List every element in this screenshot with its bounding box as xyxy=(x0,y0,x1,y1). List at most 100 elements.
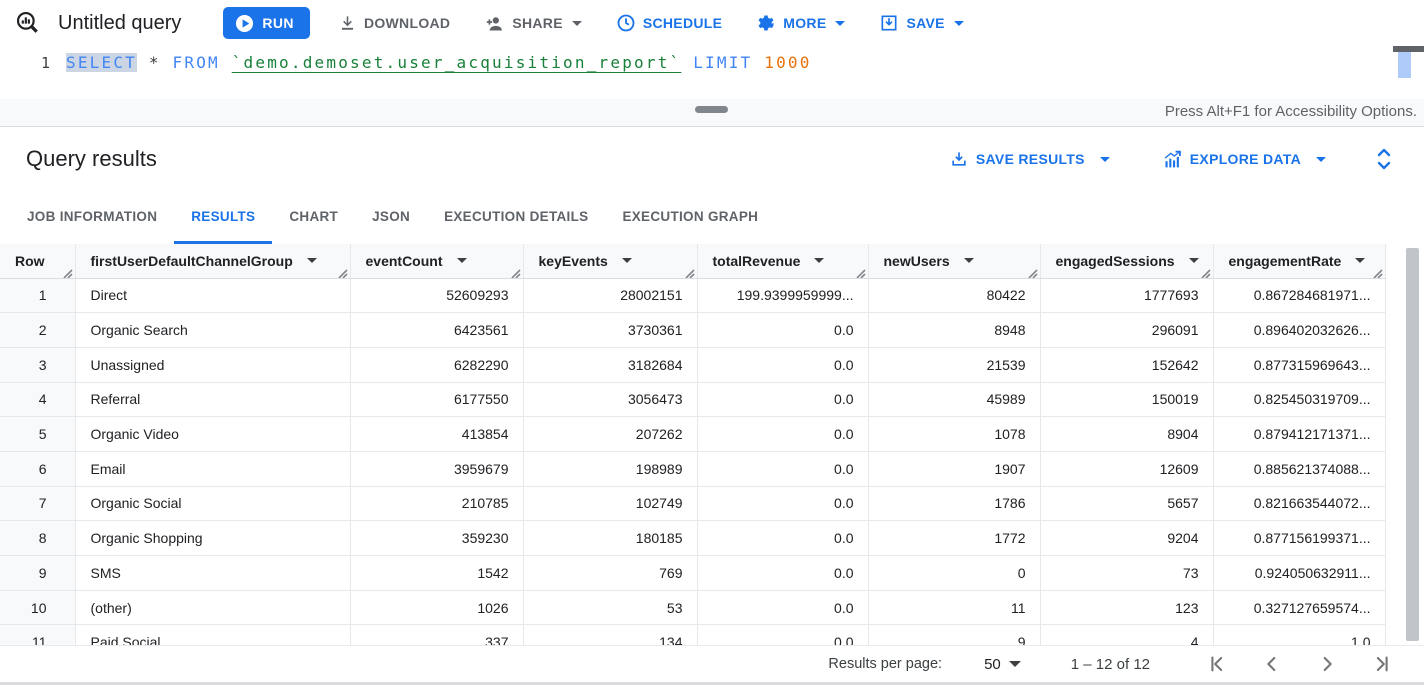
column-header-totalrevenue[interactable]: totalRevenue xyxy=(696,244,869,279)
column-resize-handle-icon[interactable] xyxy=(1200,266,1211,277)
last-page-button[interactable] xyxy=(1368,650,1396,678)
explore-data-dropdown-caret-icon xyxy=(1316,156,1326,162)
save-results-button[interactable]: SAVE RESULTS xyxy=(949,149,1110,169)
table-row: 8 Organic Shopping 359230 180185 0.0 1772 9204… xyxy=(0,520,1386,556)
next-page-button[interactable] xyxy=(1313,650,1341,678)
tab-json[interactable]: JSON xyxy=(372,208,411,224)
column-menu-caret-icon[interactable] xyxy=(306,258,317,264)
gear-icon xyxy=(756,13,776,33)
table-body: 1 Direct 52609293 28002151 199.9399959999...… xyxy=(0,278,1386,645)
table-reference-link[interactable]: `demo.demoset.user_acquisition_report` xyxy=(231,53,682,72)
table-cell: 1026 xyxy=(349,590,524,626)
column-header-eventcount[interactable]: eventCount xyxy=(349,244,524,279)
table-cell: 210785 xyxy=(349,486,524,522)
column-menu-caret-icon[interactable] xyxy=(456,258,467,264)
table-cell: 0.0 xyxy=(696,555,869,591)
table-cell: 73 xyxy=(1039,555,1214,591)
editor-scrollbar-selection-mark xyxy=(1398,52,1411,78)
column-menu-caret-icon[interactable] xyxy=(1355,258,1366,264)
column-resize-handle-icon[interactable] xyxy=(1027,266,1038,277)
table-vertical-scrollbar[interactable] xyxy=(1406,248,1419,641)
row-number-cell: 2 xyxy=(0,312,76,348)
column-resize-handle-icon[interactable] xyxy=(855,266,866,277)
table-cell: (other) xyxy=(74,590,351,626)
table-cell: 134 xyxy=(522,624,698,645)
tab-results[interactable]: RESULTS xyxy=(174,191,273,244)
download-button[interactable]: DOWNLOAD xyxy=(338,14,450,33)
tab-chart[interactable]: CHART xyxy=(289,208,339,224)
explore-data-button[interactable]: EXPLORE DATA xyxy=(1162,149,1326,170)
table-cell: Paid Social xyxy=(74,624,351,645)
table-cell: 1078 xyxy=(867,416,1041,452)
share-button[interactable]: SHARE xyxy=(484,13,582,34)
save-button[interactable]: SAVE xyxy=(879,13,964,33)
explore-data-chart-icon xyxy=(1162,149,1183,170)
table-cell: 359230 xyxy=(349,520,524,556)
sql-space xyxy=(137,53,149,72)
table-cell: 150019 xyxy=(1039,382,1214,418)
column-header-keyevents[interactable]: keyEvents xyxy=(522,244,698,279)
column-header-firstuserdefaultchannelgroup[interactable]: firstUserDefaultChannelGroup xyxy=(74,244,351,279)
column-resize-handle-icon[interactable] xyxy=(62,266,73,277)
column-header-engagementrate[interactable]: engagementRate xyxy=(1212,244,1386,279)
column-resize-handle-icon[interactable] xyxy=(684,266,695,277)
column-menu-caret-icon[interactable] xyxy=(621,258,632,264)
tab-execution-graph[interactable]: EXECUTION GRAPH xyxy=(622,208,759,224)
table-cell: 0.924050632911... xyxy=(1212,555,1386,591)
table-cell: 3959679 xyxy=(349,451,524,487)
results-table-container: Row firstUserDefaultChannelGroup eventCoun… xyxy=(0,244,1424,645)
table-cell: 4 xyxy=(1039,624,1214,645)
column-header-label: engagedSessions xyxy=(1055,252,1175,269)
table-cell: Organic Search xyxy=(74,312,351,348)
sql-editor[interactable]: 1 SELECT * FROM `demo.demoset.user_acqui… xyxy=(0,46,1424,99)
table-row: 3 Unassigned 6282290 3182684 0.0 21539 152642 0… xyxy=(0,347,1386,383)
unfold-chevrons-icon xyxy=(1374,147,1394,171)
table-cell: Unassigned xyxy=(74,347,351,383)
expand-collapse-panel-button[interactable] xyxy=(1374,147,1394,171)
table-cell: 52609293 xyxy=(349,278,524,314)
download-icon xyxy=(338,14,357,33)
column-menu-caret-icon[interactable] xyxy=(814,258,825,264)
run-button[interactable]: RUN xyxy=(223,7,310,39)
table-row: 6 Email 3959679 198989 0.0 1907 12609 0.8856213… xyxy=(0,451,1386,487)
column-header-label: newUsers xyxy=(883,252,950,269)
schedule-button[interactable]: SCHEDULE xyxy=(616,13,722,33)
column-header-row[interactable]: Row xyxy=(0,244,76,279)
table-cell: 6282290 xyxy=(349,347,524,383)
pagination-bar: Results per page: 50 1 – 12 of 12 xyxy=(0,645,1424,685)
previous-page-button[interactable] xyxy=(1258,650,1286,678)
table-cell: 0.825450319709... xyxy=(1212,382,1386,418)
results-per-page-label: Results per page: xyxy=(828,656,943,672)
query-editor-toolbar: Untitled query RUN DOWNLOAD xyxy=(0,0,1424,46)
first-page-button[interactable] xyxy=(1203,650,1231,678)
person-add-icon xyxy=(484,13,505,34)
column-resize-handle-icon[interactable] xyxy=(1372,266,1383,277)
column-header-engagedsessions[interactable]: engagedSessions xyxy=(1039,244,1214,279)
table-cell: 3056473 xyxy=(522,382,698,418)
column-menu-caret-icon[interactable] xyxy=(1188,258,1199,264)
table-cell: 0.885621374088... xyxy=(1212,451,1386,487)
column-resize-handle-icon[interactable] xyxy=(337,266,348,277)
table-row: 10 (other) 1026 53 0.0 11 123 0.327127659574... xyxy=(0,590,1386,626)
table-row: 1 Direct 52609293 28002151 199.9399959999...… xyxy=(0,278,1386,314)
page-size-select[interactable]: 50 xyxy=(984,656,1021,673)
tab-job-information[interactable]: JOB INFORMATION xyxy=(27,208,158,224)
save-results-label: SAVE RESULTS xyxy=(975,151,1085,167)
table-row: 4 Referral 6177550 3056473 0.0 45989 150019 0.8… xyxy=(0,382,1386,418)
table-cell: 0 xyxy=(867,555,1041,591)
table-cell: 80422 xyxy=(867,278,1041,314)
column-menu-caret-icon[interactable] xyxy=(963,258,974,264)
more-button[interactable]: MORE xyxy=(756,13,846,33)
table-row: 5 Organic Video 413854 207262 0.0 1078 8904 0.8… xyxy=(0,416,1386,452)
panel-resize-handle[interactable] xyxy=(695,106,728,113)
table-cell: 0.0 xyxy=(696,486,869,522)
column-header-newusers[interactable]: newUsers xyxy=(867,244,1041,279)
query-results-title: Query results xyxy=(26,146,157,171)
table-cell: 11 xyxy=(867,590,1041,626)
column-resize-handle-icon[interactable] xyxy=(510,266,521,277)
sql-space xyxy=(681,53,693,72)
accessibility-hint: Press Alt+F1 for Accessibility Options. xyxy=(1164,103,1417,120)
table-cell: 337 xyxy=(349,624,524,645)
table-cell: 0.0 xyxy=(696,416,869,452)
tab-execution-details[interactable]: EXECUTION DETAILS xyxy=(444,208,589,224)
